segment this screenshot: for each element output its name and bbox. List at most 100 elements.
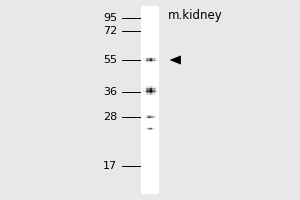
- Bar: [155, 94, 156, 95]
- Bar: [150, 85, 151, 86]
- Bar: [143, 59, 144, 60]
- Bar: [151, 60, 152, 61]
- Bar: [148, 96, 149, 97]
- Bar: [157, 85, 158, 86]
- Bar: [146, 115, 147, 116]
- Bar: [151, 88, 152, 89]
- Bar: [145, 127, 146, 128]
- Bar: [151, 58, 152, 59]
- Bar: [146, 117, 147, 118]
- Bar: [155, 128, 156, 129]
- Bar: [145, 95, 146, 96]
- Bar: [143, 92, 144, 93]
- Bar: [150, 87, 151, 88]
- Bar: [154, 127, 155, 128]
- Bar: [148, 127, 149, 128]
- Bar: [146, 58, 147, 59]
- Bar: [155, 85, 156, 86]
- Bar: [146, 128, 147, 129]
- Bar: [152, 93, 153, 94]
- Bar: [156, 59, 157, 60]
- Bar: [151, 60, 152, 61]
- Bar: [148, 62, 149, 63]
- Bar: [147, 118, 148, 119]
- Bar: [152, 115, 153, 116]
- Bar: [148, 128, 149, 129]
- Bar: [147, 59, 148, 60]
- Bar: [151, 118, 152, 119]
- Bar: [147, 94, 148, 95]
- Bar: [158, 62, 159, 63]
- Bar: [149, 128, 150, 129]
- Bar: [152, 87, 153, 88]
- Bar: [146, 88, 147, 89]
- Bar: [154, 85, 155, 86]
- Bar: [148, 87, 149, 88]
- Bar: [145, 89, 146, 90]
- Bar: [155, 118, 156, 119]
- Bar: [146, 62, 147, 63]
- Bar: [151, 117, 152, 118]
- Bar: [150, 91, 151, 92]
- Bar: [154, 94, 155, 95]
- Bar: [150, 60, 151, 61]
- Bar: [149, 60, 150, 61]
- Bar: [150, 127, 151, 128]
- Bar: [145, 86, 146, 87]
- Bar: [147, 59, 148, 60]
- Bar: [145, 129, 146, 130]
- Bar: [154, 129, 155, 130]
- Bar: [156, 58, 157, 59]
- Bar: [152, 92, 153, 93]
- Bar: [142, 85, 143, 86]
- Bar: [153, 117, 154, 118]
- Bar: [155, 86, 156, 87]
- Bar: [147, 115, 148, 116]
- Bar: [143, 58, 144, 59]
- Bar: [155, 117, 156, 118]
- Bar: [149, 59, 150, 60]
- Bar: [147, 93, 148, 94]
- Bar: [155, 59, 156, 60]
- Bar: [147, 87, 148, 88]
- Bar: [145, 88, 146, 89]
- Bar: [150, 95, 151, 96]
- Bar: [146, 60, 147, 61]
- Bar: [145, 129, 146, 130]
- Bar: [157, 91, 158, 92]
- Bar: [147, 86, 148, 87]
- Bar: [143, 60, 144, 61]
- Bar: [147, 116, 148, 117]
- Bar: [150, 93, 151, 94]
- Bar: [143, 85, 144, 86]
- Bar: [151, 127, 152, 128]
- Bar: [156, 118, 157, 119]
- Bar: [156, 117, 157, 118]
- Bar: [157, 116, 158, 117]
- Bar: [156, 116, 157, 117]
- Bar: [147, 94, 148, 95]
- Text: 72: 72: [103, 26, 117, 36]
- Bar: [155, 128, 156, 129]
- Bar: [146, 85, 147, 86]
- Bar: [155, 89, 156, 90]
- Bar: [148, 88, 149, 89]
- Bar: [146, 115, 147, 116]
- Bar: [149, 56, 150, 57]
- Bar: [156, 88, 157, 89]
- Bar: [143, 88, 144, 89]
- Bar: [156, 115, 157, 116]
- Bar: [147, 60, 148, 61]
- Bar: [143, 88, 144, 89]
- Bar: [155, 117, 156, 118]
- Bar: [148, 118, 149, 119]
- Bar: [155, 115, 156, 116]
- Bar: [146, 127, 147, 128]
- Bar: [145, 58, 146, 59]
- Bar: [143, 94, 144, 95]
- Bar: [147, 89, 148, 90]
- Bar: [149, 91, 150, 92]
- Bar: [153, 129, 154, 130]
- Bar: [156, 117, 157, 118]
- Bar: [157, 94, 158, 95]
